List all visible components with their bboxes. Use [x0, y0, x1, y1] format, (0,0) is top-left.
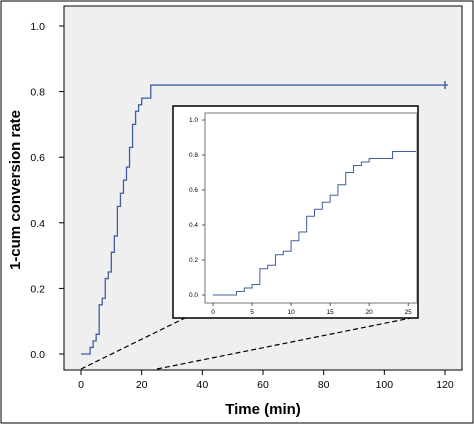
inset-x-tick-label: 0: [211, 309, 215, 316]
x-tick-label: 120: [436, 379, 454, 391]
inset-y-tick-label: 0.6: [189, 187, 198, 194]
y-tick-label: 0.8: [30, 87, 45, 99]
inset-x-tick-label: 20: [366, 309, 374, 316]
inset-x-tick-label: 15: [326, 309, 334, 316]
inset-y-tick-label: 1.0: [189, 117, 198, 124]
x-tick-label: 20: [136, 379, 148, 391]
inset-y-tick-label: 0.0: [189, 292, 198, 299]
inset-plot-area: [204, 112, 418, 304]
x-tick-label: 40: [196, 379, 208, 391]
zoom-line-right: [156, 316, 417, 370]
x-tick-label: 60: [257, 379, 269, 391]
inset-x-tick-label: 10: [287, 309, 295, 316]
inset-y-tick-label: 0.4: [189, 222, 198, 229]
y-tick-label: 1.0: [30, 21, 45, 33]
x-tick-label: 0: [78, 379, 84, 391]
inset-x-tick-label: 25: [405, 309, 413, 316]
survival-step-line: [81, 84, 449, 355]
y-tick-label: 0.6: [30, 152, 45, 164]
x-axis-title: Time (min): [225, 401, 301, 418]
inset-y-tick-label: 0.2: [189, 257, 198, 264]
zoom-line-left: [80, 316, 188, 370]
zoom-connector-lines: [80, 316, 417, 370]
inset-survival-step-line: [213, 151, 416, 296]
y-tick-label: 0.2: [30, 283, 45, 295]
inset-x-tick-label: 5: [250, 309, 254, 316]
inset-y-tick-label: 0.8: [189, 152, 198, 159]
y-tick-label: 0.0: [30, 349, 45, 361]
inset-chart: 0 5 10 15 20 25 0.0 0.2 0.4 0.6 0.8 1.0: [172, 105, 419, 319]
y-axis-title: 1-cum conversion rate: [7, 110, 24, 270]
y-tick-label: 0.4: [30, 218, 45, 230]
x-tick-label: 100: [376, 379, 394, 391]
x-tick-label: 80: [318, 379, 330, 391]
